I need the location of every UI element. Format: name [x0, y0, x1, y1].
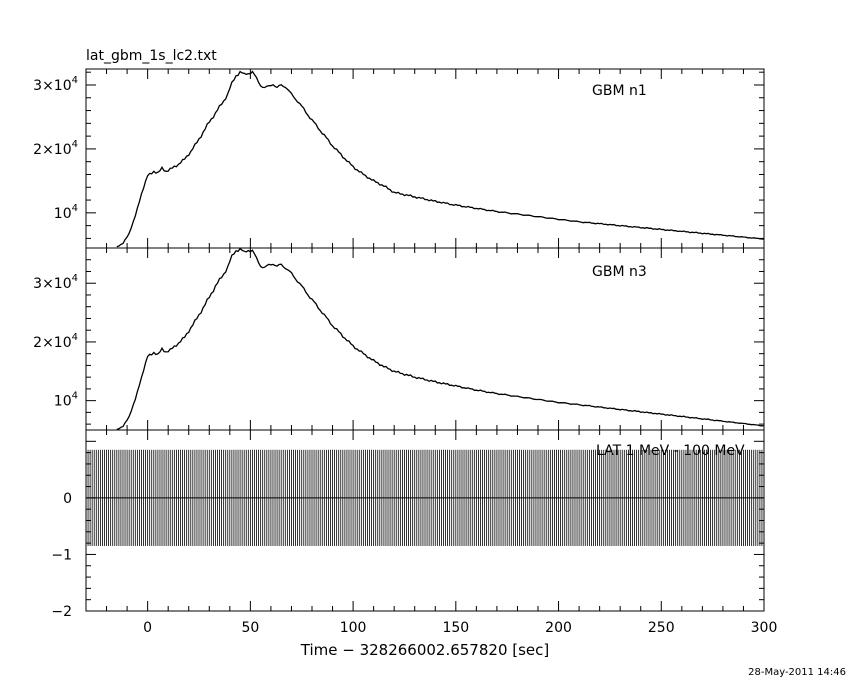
series-label-gbm-n1: GBM n1 — [592, 83, 647, 99]
y-tick-label: 0 — [63, 491, 72, 507]
x-axis-label: Time − 328266002.657820 [sec] — [300, 641, 550, 659]
panel-frame — [85, 68, 765, 249]
x-tick-label: 300 — [751, 620, 778, 636]
x-tick-label: 200 — [545, 620, 572, 636]
y-tick-label: 104 — [54, 391, 78, 410]
panel-lat: LAT 1 MeV - 100 MeV −2 −1 0 0 50 100 150 200 25… — [51, 429, 777, 636]
x-tick-label: 250 — [648, 620, 675, 636]
y-tick-label: 104 — [54, 203, 78, 222]
y-tick-label: 3×104 — [33, 273, 78, 292]
tick-marks — [86, 69, 765, 248]
x-tick-label: 50 — [241, 620, 259, 636]
y-tick-label: −2 — [51, 604, 72, 620]
x-tick-label: 0 — [143, 620, 152, 636]
y-tick-label: −1 — [51, 547, 72, 563]
x-tick-labels: 0 50 100 150 200 250 300 — [143, 620, 777, 636]
series-label-gbm-n3: GBM n3 — [592, 264, 647, 280]
y-tick-label: 3×104 — [33, 75, 78, 94]
tick-marks — [86, 247, 765, 430]
x-tick-label: 100 — [340, 620, 367, 636]
y-tick-label: 2×104 — [33, 332, 78, 351]
x-tick-label: 150 — [442, 620, 469, 636]
timestamp: 28-May-2011 14:46 — [748, 667, 846, 678]
line-gbm-n1 — [116, 70, 765, 248]
y-tick-label: 2×104 — [33, 139, 78, 158]
tick-marks — [86, 429, 765, 612]
y-tick-labels: 104 2×104 3×104 — [33, 75, 78, 222]
panel-gbm-n3: GBM n3 104 2×104 3×104 — [33, 247, 765, 431]
y-tick-labels: 104 2×104 3×104 — [33, 273, 78, 409]
line-gbm-n3 — [116, 247, 765, 431]
file-title: lat_gbm_1s_lc2.txt — [86, 48, 217, 64]
y-tick-labels: −2 −1 0 — [51, 491, 72, 620]
series-label-lat: LAT 1 MeV - 100 MeV — [596, 443, 745, 459]
panel-gbm-n1: GBM n1 104 2×104 3×104 — [33, 68, 765, 249]
panel-frame — [85, 247, 765, 431]
